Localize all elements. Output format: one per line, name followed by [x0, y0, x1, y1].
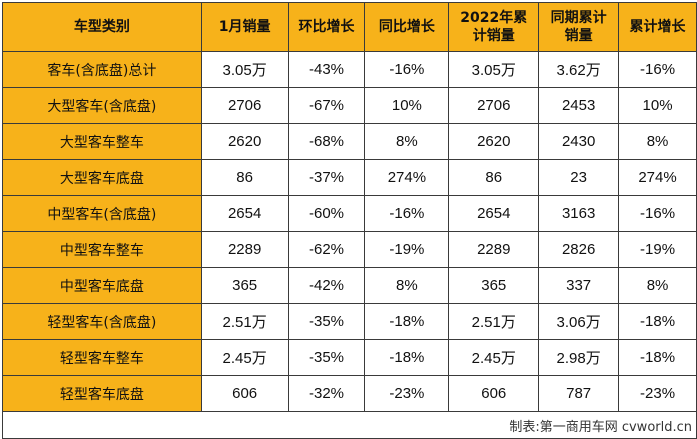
row-category: 轻型客车(含底盘) — [2, 303, 202, 340]
header-category: 车型类别 — [2, 2, 202, 52]
cell-yoy-growth: -16% — [364, 51, 450, 88]
cell-yoy-growth: -19% — [364, 231, 450, 268]
cell-prior-cumulative: 2430 — [538, 123, 620, 160]
cell-jan-sales: 2.51万 — [200, 303, 289, 340]
table-row: 轻型客车整车 2.45万 -35% -18% 2.45万 2.98万 -18% — [2, 339, 697, 376]
table-row: 中型客车(含底盘) 2654 -60% -16% 2654 3163 -16% — [2, 195, 697, 232]
table-row: 大型客车(含底盘) 2706 -67% 10% 2706 2453 10% — [2, 87, 697, 124]
table-row: 轻型客车底盘 606 -32% -23% 606 787 -23% — [2, 375, 697, 412]
cell-mom-growth: -42% — [287, 267, 366, 304]
cell-mom-growth: -32% — [287, 375, 366, 412]
table-row: 大型客车整车 2620 -68% 8% 2620 2430 8% — [2, 123, 697, 160]
cell-jan-sales: 2.45万 — [200, 339, 289, 376]
cell-jan-sales: 2654 — [200, 195, 289, 232]
cell-mom-growth: -37% — [287, 159, 366, 196]
cell-cumulative-growth: -19% — [618, 231, 697, 268]
table-row: 大型客车底盘 86 -37% 274% 86 23 274% — [2, 159, 697, 196]
cell-cumulative-sales: 86 — [448, 159, 540, 196]
cell-cumulative-sales: 2289 — [448, 231, 540, 268]
header-cumulative-growth: 累计增长 — [618, 2, 697, 52]
cell-jan-sales: 365 — [200, 267, 289, 304]
cell-yoy-growth: 8% — [364, 123, 450, 160]
header-mom-growth: 环比增长 — [287, 2, 366, 52]
row-category: 中型客车整车 — [2, 231, 202, 268]
row-category: 大型客车(含底盘) — [2, 87, 202, 124]
table-row: 中型客车整车 2289 -62% -19% 2289 2826 -19% — [2, 231, 697, 268]
cell-cumulative-sales: 2706 — [448, 87, 540, 124]
cell-mom-growth: -62% — [287, 231, 366, 268]
cell-yoy-growth: -18% — [364, 303, 450, 340]
header-yoy-growth: 同比增长 — [364, 2, 450, 52]
row-category: 大型客车底盘 — [2, 159, 202, 196]
table-row: 中型客车底盘 365 -42% 8% 365 337 8% — [2, 267, 697, 304]
row-category: 轻型客车底盘 — [2, 375, 202, 412]
cell-prior-cumulative: 2453 — [538, 87, 620, 124]
table-row: 轻型客车(含底盘) 2.51万 -35% -18% 2.51万 3.06万 -1… — [2, 303, 697, 340]
cell-prior-cumulative: 787 — [538, 375, 620, 412]
cell-cumulative-growth: 8% — [618, 267, 697, 304]
cell-prior-cumulative: 2.98万 — [538, 339, 620, 376]
footer-row: 制表:第一商用车网 cvworld.cn — [2, 411, 697, 439]
cell-yoy-growth: -16% — [364, 195, 450, 232]
cell-cumulative-growth: -18% — [618, 303, 697, 340]
cell-cumulative-growth: 8% — [618, 123, 697, 160]
cell-cumulative-growth: 274% — [618, 159, 697, 196]
cell-cumulative-sales: 606 — [448, 375, 540, 412]
cell-jan-sales: 3.05万 — [200, 51, 289, 88]
cell-cumulative-sales: 3.05万 — [448, 51, 540, 88]
row-category: 客车(含底盘)总计 — [2, 51, 202, 88]
cell-cumulative-sales: 365 — [448, 267, 540, 304]
cell-mom-growth: -35% — [287, 303, 366, 340]
cell-jan-sales: 86 — [200, 159, 289, 196]
cell-yoy-growth: 274% — [364, 159, 450, 196]
cell-yoy-growth: 10% — [364, 87, 450, 124]
cell-cumulative-sales: 2.45万 — [448, 339, 540, 376]
header-jan-sales: 1月销量 — [200, 2, 289, 52]
header-cumulative-sales: 2022年累计销量 — [448, 2, 540, 52]
row-category: 中型客车底盘 — [2, 267, 202, 304]
cell-prior-cumulative: 23 — [538, 159, 620, 196]
row-category: 大型客车整车 — [2, 123, 202, 160]
cell-prior-cumulative: 337 — [538, 267, 620, 304]
cell-yoy-growth: 8% — [364, 267, 450, 304]
cell-cumulative-growth: -16% — [618, 195, 697, 232]
cell-prior-cumulative: 3163 — [538, 195, 620, 232]
header-row: 车型类别 1月销量 环比增长 同比增长 2022年累计销量 同期累计销量 累计增… — [2, 2, 697, 52]
cell-mom-growth: -43% — [287, 51, 366, 88]
cell-prior-cumulative: 3.62万 — [538, 51, 620, 88]
cell-cumulative-growth: -23% — [618, 375, 697, 412]
cell-mom-growth: -60% — [287, 195, 366, 232]
cell-mom-growth: -68% — [287, 123, 366, 160]
cell-cumulative-sales: 2.51万 — [448, 303, 540, 340]
cell-jan-sales: 2620 — [200, 123, 289, 160]
cell-yoy-growth: -18% — [364, 339, 450, 376]
header-prior-cumulative: 同期累计销量 — [538, 2, 620, 52]
cell-prior-cumulative: 2826 — [538, 231, 620, 268]
cell-cumulative-sales: 2654 — [448, 195, 540, 232]
cell-cumulative-growth: 10% — [618, 87, 697, 124]
cell-yoy-growth: -23% — [364, 375, 450, 412]
cell-jan-sales: 2706 — [200, 87, 289, 124]
cell-cumulative-sales: 2620 — [448, 123, 540, 160]
cell-cumulative-growth: -18% — [618, 339, 697, 376]
table-row: 客车(含底盘)总计 3.05万 -43% -16% 3.05万 3.62万 -1… — [2, 51, 697, 88]
cell-jan-sales: 2289 — [200, 231, 289, 268]
row-category: 轻型客车整车 — [2, 339, 202, 376]
cell-mom-growth: -35% — [287, 339, 366, 376]
cell-jan-sales: 606 — [200, 375, 289, 412]
row-category: 中型客车(含底盘) — [2, 195, 202, 232]
cell-prior-cumulative: 3.06万 — [538, 303, 620, 340]
table-source-note: 制表:第一商用车网 cvworld.cn — [2, 411, 697, 439]
cell-mom-growth: -67% — [287, 87, 366, 124]
cell-cumulative-growth: -16% — [618, 51, 697, 88]
